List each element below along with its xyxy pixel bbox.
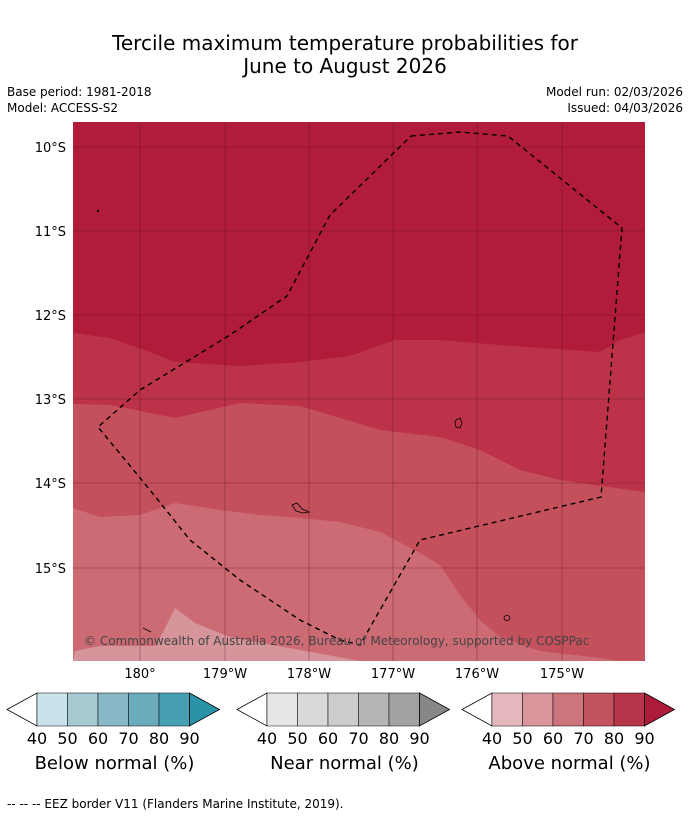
colorbar-tick-label: 40 (257, 729, 277, 748)
colorbar-tick-label: 40 (27, 729, 47, 748)
island-outline (503, 615, 511, 621)
colorbar-swatch (128, 692, 160, 727)
model-name: Model: ACCESS-S2 (7, 101, 119, 115)
eez-border (97, 131, 623, 646)
island-outline (96, 209, 100, 213)
island-outline (291, 502, 311, 514)
lon-tick-label: 177°W (371, 667, 415, 682)
colorbar-arrow-high (189, 692, 221, 727)
colorbar-tick-label: 80 (379, 729, 399, 748)
colorbar-tick-label: 60 (543, 729, 563, 748)
latitude-labels: 10°S 11°S 12°S 13°S 14°S 15°S (35, 141, 66, 577)
lon-tick-label: 175°W (540, 667, 584, 682)
lat-tick-label: 11°S (35, 225, 66, 240)
colorbar-tick-label: 50 (287, 729, 307, 748)
probability-map: © Commonwealth of Australia 2026, Bureau… (6, 122, 676, 748)
colorbar-swatch (583, 692, 615, 727)
colorbar-swatch (97, 692, 129, 727)
region-above-60 (73, 503, 620, 661)
longitude-labels: 180° 179°W 178°W 177°W 176°W 175°W (124, 667, 584, 682)
colorbar-title-below: Below normal (%) (34, 753, 195, 774)
colorbar-arrow-high (644, 692, 676, 727)
colorbar-arrow-high (419, 692, 451, 727)
colorbar-tick-label: 50 (57, 729, 77, 748)
colorbar-tick-label: 50 (512, 729, 532, 748)
colorbar: 40 50 60 70 80 90 (461, 692, 676, 748)
colorbar-swatch (67, 692, 99, 727)
colorbar: 40 50 60 70 80 90 (6, 692, 221, 748)
colorbar-arrow-low (6, 692, 38, 727)
colorbars: 40 50 60 70 80 90 40 50 60 70 80 90 40 50 60 70 80 90 (6, 692, 676, 748)
colorbar-tick-label: 90 (409, 729, 429, 748)
colorbar-swatch (522, 692, 554, 727)
colorbar-title-above: Above normal (%) (488, 753, 651, 774)
eez-legend-note: -- -- -- EEZ border V11 (Flanders Marine… (7, 797, 344, 811)
colorbar-tick-label: 70 (348, 729, 368, 748)
colorbar-title-near: Near normal (%) (270, 753, 419, 774)
colorbar-tick-label: 70 (118, 729, 138, 748)
lat-tick-label: 14°S (35, 477, 66, 492)
lon-tick-label: 176°W (455, 667, 499, 682)
colorbar-swatch (358, 692, 390, 727)
colorbar-tick-label: 70 (573, 729, 593, 748)
colorbar-arrow-low (461, 692, 493, 727)
base-period: Base period: 1981-2018 (7, 85, 152, 99)
lon-tick-label: 180° (124, 667, 155, 682)
lon-tick-label: 178°W (287, 667, 331, 682)
colorbar: 40 50 60 70 80 90 (236, 692, 451, 748)
region-above-50 (73, 608, 360, 661)
island-outline (142, 627, 152, 633)
colorbar-swatch (388, 692, 420, 727)
colorbar-swatch (552, 692, 584, 727)
colorbar-swatch (613, 692, 645, 727)
colorbar-swatch (327, 692, 359, 727)
colorbar-tick-label: 40 (482, 729, 502, 748)
colorbar-swatch (297, 692, 329, 727)
copyright-notice: © Commonwealth of Australia 2026, Bureau… (84, 634, 589, 648)
colorbar-tick-label: 90 (634, 729, 654, 748)
chart-title-line2: June to August 2026 (243, 54, 447, 78)
island-outlines (96, 209, 511, 633)
lat-tick-label: 10°S (35, 141, 66, 156)
lat-tick-label: 12°S (35, 309, 66, 324)
lat-tick-label: 15°S (35, 562, 66, 577)
map-gridlines (73, 122, 645, 661)
lat-tick-label: 13°S (35, 393, 66, 408)
map-fill-regions (73, 122, 645, 661)
colorbar-arrow-low (236, 692, 268, 727)
chart-title-line1: Tercile maximum temperature probabilitie… (112, 31, 578, 55)
model-run: Model run: 02/03/2026 (545, 85, 683, 99)
colorbar-swatch (158, 692, 190, 727)
colorbar-swatch (36, 692, 68, 727)
colorbar-tick-label: 60 (88, 729, 108, 748)
colorbar-swatch (266, 692, 298, 727)
colorbar-tick-label: 80 (604, 729, 624, 748)
island-outline (454, 417, 463, 429)
colorbar-tick-label: 80 (149, 729, 169, 748)
colorbar-tick-label: 60 (318, 729, 338, 748)
colorbar-swatch (491, 692, 523, 727)
colorbar-tick-label: 90 (179, 729, 199, 748)
issued-date: Issued: 04/03/2026 (567, 101, 683, 115)
lon-tick-label: 179°W (203, 667, 247, 682)
